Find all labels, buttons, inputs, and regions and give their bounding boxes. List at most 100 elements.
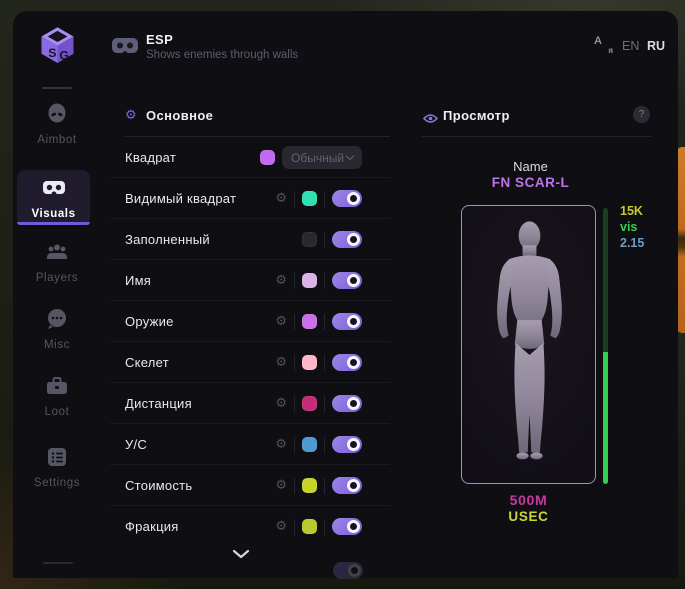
color-swatch[interactable] [302, 396, 317, 411]
control-divider [324, 477, 325, 494]
color-swatch[interactable] [302, 478, 317, 493]
preview-faction: USEC [508, 509, 549, 524]
preview-panel: Просмотр ? Name FN SCAR-L [409, 106, 652, 524]
control-divider [324, 518, 325, 535]
control-divider [294, 190, 295, 207]
gear-icon[interactable]: ⚙ [275, 396, 287, 411]
users-icon [45, 241, 69, 263]
setting-row-stoimost: Стоимость ⚙ [110, 465, 390, 506]
chevron-down-icon [345, 151, 355, 161]
gear-icon[interactable]: ⚙ [275, 437, 287, 452]
toggle-knob [347, 315, 360, 328]
sidebar-item-label: Settings [33, 477, 81, 489]
toggle-on[interactable] [332, 395, 362, 412]
gear-icon[interactable]: ⚙ [275, 478, 287, 493]
setting-row-zapolnenniy: Заполненный [110, 219, 390, 260]
control-divider [324, 354, 325, 371]
color-swatch[interactable] [260, 150, 275, 165]
color-swatch[interactable] [302, 355, 317, 370]
toggle-on[interactable] [332, 231, 362, 248]
toggle-on[interactable] [332, 518, 362, 535]
health-bar [603, 208, 608, 484]
color-swatch[interactable] [302, 232, 317, 247]
lang-ru-button[interactable]: RU [647, 39, 666, 53]
setting-row-us: У/С ⚙ [110, 424, 390, 465]
player-model-box [461, 205, 596, 484]
brand-cube-logo: S G [39, 26, 76, 70]
color-swatch[interactable] [302, 437, 317, 452]
gear-icon[interactable]: ⚙ [275, 519, 287, 534]
toggle-on[interactable] [332, 477, 362, 494]
preview-weapon-name: FN SCAR-L [491, 175, 570, 190]
control-divider [294, 477, 295, 494]
sidebar-item-misc[interactable]: Misc [13, 308, 101, 351]
sidebar: S G Aimbot Visuals [13, 11, 101, 578]
sidebar-item-label: Visuals [31, 208, 76, 220]
briefcase-icon [45, 375, 69, 397]
gear-icon[interactable]: ⚙ [275, 191, 287, 206]
setting-label: Имя [125, 273, 152, 288]
toggle-knob [347, 479, 360, 492]
setting-row-vidimiy-kvadrat: Видимый квадрат ⚙ [110, 178, 390, 219]
toggle-knob [347, 356, 360, 369]
esp-settings-panel: ⚙ Основное Квадрат Обычный Видим [110, 108, 390, 547]
color-swatch[interactable] [302, 191, 317, 206]
control-divider [294, 436, 295, 453]
toggle-on[interactable] [332, 190, 362, 207]
toggle-knob [347, 438, 360, 451]
setting-row-skelet: Скелет ⚙ [110, 342, 390, 383]
sidebar-item-players[interactable]: Players [13, 241, 101, 284]
toggle-knob [347, 192, 360, 205]
gear-icon[interactable]: ⚙ [275, 273, 287, 288]
gear-icon[interactable]: ⚙ [275, 355, 287, 370]
dropdown-value: Обычный [291, 150, 345, 165]
setting-label: Скелет [125, 355, 169, 370]
sidebar-item-aimbot[interactable]: Aimbot [13, 103, 101, 146]
toggle-on[interactable] [332, 436, 362, 453]
setting-label: Квадрат [125, 150, 177, 165]
health-bar-bright [603, 351, 608, 484]
toggle-on[interactable] [332, 313, 362, 330]
section-gear-icon: ⚙ [125, 108, 137, 123]
help-button[interactable]: ? [633, 106, 650, 123]
stat-value: 15K [620, 204, 643, 218]
setting-label: Дистанция [125, 396, 192, 411]
color-swatch[interactable] [302, 314, 317, 329]
svg-text:G: G [59, 48, 69, 62]
setting-label: Оружие [125, 314, 174, 329]
preview-name-label: Name [513, 159, 548, 174]
section-title: Основное [146, 108, 214, 123]
control-divider [324, 395, 325, 412]
control-divider [324, 190, 325, 207]
square-type-dropdown[interactable]: Обычный [282, 146, 362, 169]
color-swatch[interactable] [302, 519, 317, 534]
sidebar-divider [42, 87, 72, 89]
sidebar-item-settings[interactable]: Settings [13, 446, 101, 489]
sidebar-item-visuals[interactable]: Visuals [17, 170, 90, 225]
stat-distance: 2.15 [620, 236, 645, 250]
setting-row-oruzhie: Оружие ⚙ [110, 301, 390, 342]
health-bar-dim [603, 208, 608, 352]
chat-icon [45, 308, 69, 330]
lang-en-button[interactable]: EN [622, 39, 640, 53]
next-row-toggle-partial [333, 562, 363, 579]
control-divider [294, 395, 295, 412]
setting-row-imya: Имя ⚙ [110, 260, 390, 301]
toggle-knob [347, 274, 360, 287]
setting-label: Заполненный [125, 232, 210, 247]
sidebar-item-label: Aimbot [37, 134, 77, 146]
esp-goggles-icon [112, 36, 138, 55]
control-divider [294, 354, 295, 371]
setting-label: У/С [125, 437, 148, 452]
gear-icon[interactable]: ⚙ [275, 314, 287, 329]
toggle-on[interactable] [332, 354, 362, 371]
color-swatch[interactable] [302, 273, 317, 288]
background-game-item [677, 147, 685, 333]
toggle-knob [347, 233, 360, 246]
control-divider [324, 436, 325, 453]
toggle-on[interactable] [332, 272, 362, 289]
sidebar-item-loot[interactable]: Loot [13, 375, 101, 418]
scroll-down-chevron[interactable] [232, 547, 250, 559]
